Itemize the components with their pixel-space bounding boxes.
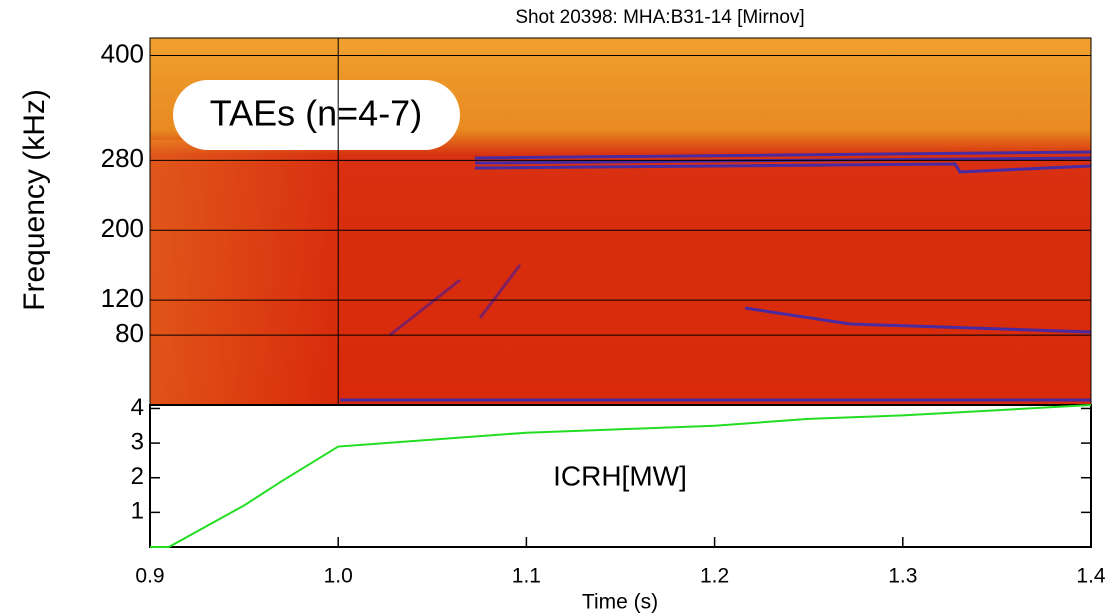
y-tick-label: 4 (131, 394, 144, 421)
y-tick-label: 400 (101, 38, 144, 68)
annotation-box (173, 80, 460, 150)
spectrogram-image (150, 38, 1092, 405)
x-tick-label: 1.1 (512, 565, 541, 588)
y-tick-label: 200 (101, 213, 144, 243)
x-tick-label: 1.3 (888, 565, 917, 588)
x-axis-label: Time (s) (582, 591, 658, 614)
y-tick-label: 280 (101, 143, 144, 173)
y-tick-label: 3 (131, 428, 144, 455)
x-tick-label: 1.4 (1076, 565, 1106, 588)
y-tick-label: 80 (115, 318, 144, 348)
y-tick-label: 1 (131, 498, 144, 525)
annotation: ICRH[MW] (553, 460, 687, 491)
x-tick-label: 0.9 (135, 565, 164, 588)
line-series (150, 404, 1092, 548)
y-tick-label: 120 (101, 283, 144, 313)
plot-frame (149, 37, 1092, 406)
x-tick-label: 1.2 (700, 565, 729, 588)
chart-title: Shot 20398: MHA:B31-14 [Mirnov] (515, 7, 804, 28)
x-tick-label: 1.0 (324, 565, 353, 588)
annotation: TAEs (n=4-7) (210, 93, 422, 134)
y-axis-label: Frequency (kHz) (18, 89, 51, 311)
y-tick-label: 2 (131, 463, 144, 490)
